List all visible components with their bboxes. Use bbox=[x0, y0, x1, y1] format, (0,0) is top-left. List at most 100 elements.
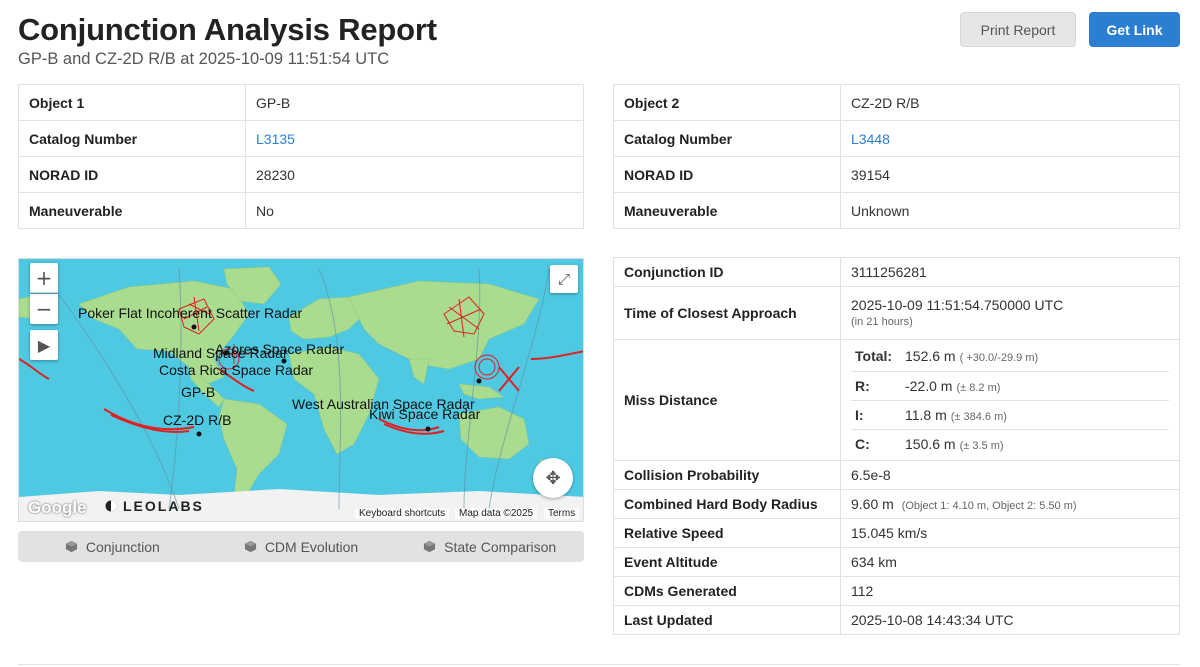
ground-track-map[interactable]: Poker Flat Incoherent Scatter Radar Azor… bbox=[18, 258, 584, 522]
last-updated-row: Last Updated 2025-10-08 14:43:34 UTC bbox=[613, 605, 1180, 635]
object2-maneuverable: Unknown bbox=[840, 192, 1180, 229]
miss-r-error: (± 8.2 m) bbox=[956, 381, 1001, 394]
object2-catalog-row: Catalog Number L3448 bbox=[613, 120, 1180, 157]
miss-distance-label: Miss Distance bbox=[613, 339, 841, 461]
get-link-button[interactable]: Get Link bbox=[1089, 12, 1180, 47]
event-altitude-value: 634 km bbox=[840, 547, 1180, 577]
object2-catalog-link[interactable]: L3448 bbox=[851, 130, 890, 147]
bottom-divider bbox=[18, 664, 1180, 665]
catalog-number-label: Catalog Number bbox=[613, 120, 841, 157]
zoom-in-button[interactable]: + bbox=[30, 263, 58, 293]
midland-radar-label: Midland Space Radar bbox=[153, 345, 288, 361]
maneuverable-label: Maneuverable bbox=[613, 192, 841, 229]
page-subtitle: GP-B and CZ-2D R/B at 2025-10-09 11:51:5… bbox=[18, 50, 390, 68]
terms-link[interactable]: Terms bbox=[544, 508, 580, 519]
cube-icon bbox=[424, 540, 436, 553]
view-tabs: Conjunction CDM Evolution State Comparis… bbox=[18, 531, 584, 562]
zoom-out-button[interactable]: − bbox=[30, 294, 58, 324]
fullscreen-icon[interactable]: ⤢ bbox=[550, 265, 578, 293]
hard-body-radius-detail: (Object 1: 4.10 m, Object 2: 5.50 m) bbox=[901, 500, 1077, 512]
object1-name: GP-B bbox=[245, 84, 584, 121]
object2-label: Object 2 bbox=[613, 84, 841, 121]
tca-row: Time of Closest Approach 2025-10-09 11:5… bbox=[613, 286, 1180, 340]
cdms-generated-row: CDMs Generated 112 bbox=[613, 576, 1180, 606]
miss-total-label: Total: bbox=[851, 342, 901, 372]
west-australian-radar-label: West Australian Space Radar bbox=[292, 396, 475, 412]
azores-radar-label: Azores Space Radar bbox=[215, 341, 345, 357]
collision-probability-row: Collision Probability 6.5e-8 bbox=[613, 460, 1180, 490]
gpb-object-label: GP-B bbox=[181, 384, 216, 400]
miss-r-row: R: -22.0 m (± 8.2 m) bbox=[851, 371, 1169, 401]
collision-probability-label: Collision Probability bbox=[613, 460, 841, 490]
object1-maneuverable-row: Maneuverable No bbox=[18, 192, 584, 229]
tab-conjunction-label: Conjunction bbox=[85, 538, 160, 555]
google-logo: Google bbox=[28, 498, 87, 517]
tab-state-comparison-label: State Comparison bbox=[444, 538, 557, 555]
maneuverable-label: Maneuverable bbox=[18, 192, 246, 229]
tca-value: 2025-10-09 11:51:54.750000 UTC bbox=[851, 297, 1064, 314]
costa-rica-radar-label: Costa Rica Space Radar bbox=[159, 362, 314, 378]
relative-speed-value: 15.045 km/s bbox=[840, 518, 1180, 548]
tab-conjunction[interactable]: Conjunction bbox=[18, 531, 207, 562]
event-altitude-label: Event Altitude bbox=[613, 547, 841, 577]
poker-flat-radar-label: Poker Flat Incoherent Scatter Radar bbox=[78, 305, 303, 321]
tab-state-comparison[interactable]: State Comparison bbox=[395, 531, 584, 562]
miss-distance-breakdown: Total: 152.6 m( +30.0/-29.9 m) R: -22.0 … bbox=[851, 342, 1169, 458]
map-data-text: Map data ©2025 bbox=[455, 508, 538, 519]
print-report-button[interactable]: Print Report bbox=[960, 12, 1076, 47]
event-altitude-row: Event Altitude 634 km bbox=[613, 547, 1180, 577]
miss-c-value: 150.6 m bbox=[905, 435, 956, 452]
object1-norad-id: 28230 bbox=[245, 156, 584, 193]
object2-norad-row: NORAD ID 39154 bbox=[613, 156, 1180, 193]
miss-c-label: C: bbox=[855, 435, 870, 452]
object1-label: Object 1 bbox=[18, 84, 246, 121]
miss-r-value: -22.0 m bbox=[905, 377, 953, 394]
pan-control-icon[interactable]: ✥ bbox=[533, 458, 573, 498]
conjunction-id-row: Conjunction ID 3111256281 bbox=[613, 257, 1180, 287]
conjunction-details-table: Conjunction ID 3111256281 Time of Closes… bbox=[613, 257, 1180, 635]
hard-body-radius-row: Combined Hard Body Radius 9.60 m (Object… bbox=[613, 489, 1180, 519]
play-animation-button[interactable]: ▶ bbox=[30, 330, 58, 360]
relative-speed-row: Relative Speed 15.045 km/s bbox=[613, 518, 1180, 548]
object1-maneuverable: No bbox=[245, 192, 584, 229]
object1-catalog-row: Catalog Number L3135 bbox=[18, 120, 584, 157]
last-updated-label: Last Updated bbox=[613, 605, 841, 635]
leolabs-text: LEOLABS bbox=[123, 498, 204, 514]
miss-i-value: 11.8 m bbox=[905, 406, 947, 423]
cz2d-object-label: CZ-2D R/B bbox=[163, 412, 232, 428]
norad-id-label: NORAD ID bbox=[18, 156, 246, 193]
kiwi-radar-label: Kiwi Space Radar bbox=[369, 406, 481, 422]
miss-i-label: I: bbox=[851, 400, 901, 430]
cube-icon bbox=[244, 540, 256, 553]
miss-distance-row: Miss Distance Total: 152.6 m( +30.0/-29.… bbox=[613, 339, 1180, 461]
miss-total-row: Total: 152.6 m( +30.0/-29.9 m) bbox=[851, 342, 1169, 372]
miss-i-row: I: 11.8 m (± 384.6 m) bbox=[851, 400, 1169, 430]
object2-maneuverable-row: Maneuverable Unknown bbox=[613, 192, 1180, 229]
miss-r-label: R: bbox=[851, 371, 901, 401]
miss-c-row: C: 150.6 m (± 3.5 m) bbox=[851, 429, 1169, 458]
miss-total-value: 152.6 m bbox=[905, 348, 956, 365]
keyboard-shortcuts-link[interactable]: Keyboard shortcuts bbox=[355, 508, 450, 519]
hard-body-radius-value: 9.60 m bbox=[851, 496, 894, 512]
object2-norad-id: 39154 bbox=[840, 156, 1180, 193]
miss-i-error: (± 384.6 m) bbox=[950, 410, 1007, 423]
page-title: Conjunction Analysis Report bbox=[18, 12, 437, 47]
cdms-generated-value: 112 bbox=[840, 576, 1180, 606]
tab-cdm-evolution[interactable]: CDM Evolution bbox=[207, 531, 396, 562]
catalog-number-label: Catalog Number bbox=[18, 120, 246, 157]
leolabs-mark-icon bbox=[105, 500, 117, 512]
tca-relative: (in 21 hours) bbox=[851, 316, 913, 329]
cube-icon bbox=[65, 540, 77, 553]
conjunction-id-label: Conjunction ID bbox=[613, 257, 841, 287]
miss-total-error: ( +30.0/-29.9 m) bbox=[959, 352, 1039, 365]
object1-norad-row: NORAD ID 28230 bbox=[18, 156, 584, 193]
object2-name-row: Object 2 CZ-2D R/B bbox=[613, 84, 1180, 121]
leolabs-logo: LEOLABS bbox=[105, 498, 204, 514]
hard-body-radius-label: Combined Hard Body Radius bbox=[613, 489, 841, 519]
conjunction-id-value: 3111256281 bbox=[840, 257, 1180, 287]
object1-name-row: Object 1 GP-B bbox=[18, 84, 584, 121]
object1-table: Object 1 GP-B Catalog Number L3135 NORAD… bbox=[18, 84, 584, 229]
object1-catalog-link[interactable]: L3135 bbox=[256, 130, 295, 147]
last-updated-value: 2025-10-08 14:43:34 UTC bbox=[840, 605, 1180, 635]
norad-id-label: NORAD ID bbox=[613, 156, 841, 193]
